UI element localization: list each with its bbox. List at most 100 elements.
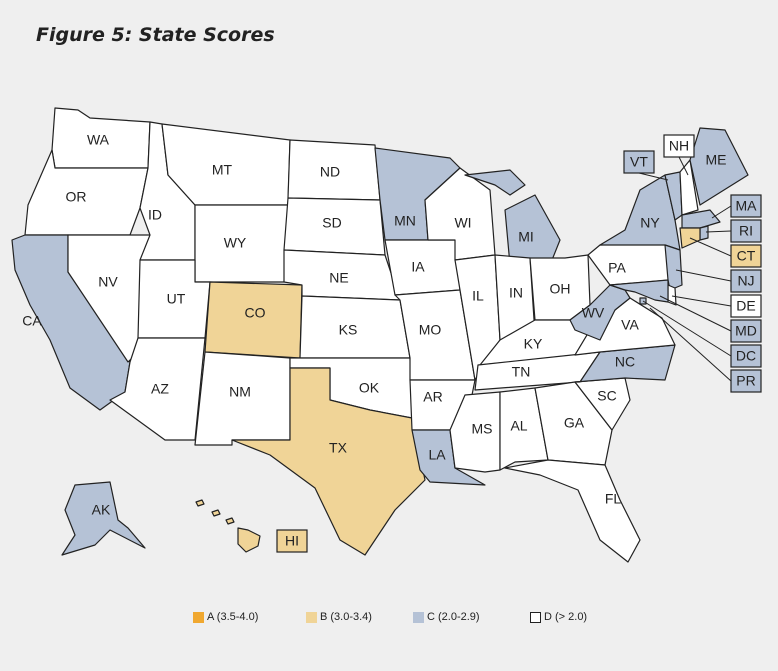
legend-label-c: C (2.0-2.9): [427, 611, 480, 623]
state-label-FL: FL: [605, 491, 622, 507]
state-MA[interactable]: [681, 209, 721, 229]
state-AL[interactable]: [499, 387, 549, 471]
state-FL[interactable]: [504, 459, 641, 563]
state-label-MS: MS: [472, 421, 493, 437]
state-label-PA: PA: [608, 260, 626, 276]
figure-title: Figure 5: State Scores: [36, 24, 275, 46]
callout-leader-MA: [711, 205, 732, 219]
state-label-WI: WI: [454, 215, 471, 231]
state-HI[interactable]: [195, 499, 261, 553]
callout-box-HI[interactable]: [276, 529, 308, 553]
callout-leader-RI: [705, 230, 732, 233]
state-NJ[interactable]: [664, 244, 683, 291]
state-label-ID: ID: [148, 207, 162, 223]
state-label-MO: MO: [419, 322, 442, 338]
callout-leader-NH: [678, 156, 689, 176]
us-state-map: WA OR CA NV ID MT WY UT AZ CO NM ND SD NE KS OK TX MN IA MO…: [11, 107, 762, 563]
state-ME[interactable]: [689, 127, 749, 206]
state-label-NV: NV: [98, 274, 118, 290]
callout-box-NJ[interactable]: [730, 269, 762, 293]
callout-label-NJ: NJ: [737, 273, 754, 289]
callout-leader-NJ: [675, 269, 732, 282]
callout-label-MA: MA: [736, 198, 758, 214]
legend-item-b: B (3.0-3.4): [306, 611, 372, 623]
state-label-IL: IL: [472, 288, 484, 304]
state-label-NE: NE: [329, 270, 348, 286]
legend-label-a: A (3.5-4.0): [207, 611, 259, 623]
callout-label-NH: NH: [669, 138, 689, 154]
callout-box-MA[interactable]: [730, 194, 762, 218]
callout-leader-DC: [642, 300, 732, 357]
state-label-WA: WA: [87, 132, 110, 148]
state-RI[interactable]: [699, 225, 709, 241]
state-label-WV: WV: [582, 305, 605, 321]
legend-swatch-b: [306, 611, 317, 623]
state-label-MI: MI: [518, 229, 534, 245]
callout-box-RI[interactable]: [730, 219, 762, 243]
legend-swatch-c: [413, 611, 424, 623]
state-AK[interactable]: [61, 481, 146, 556]
state-label-CO: CO: [245, 305, 266, 321]
legend-item-c: C (2.0-2.9): [413, 611, 480, 623]
state-label-KS: KS: [339, 322, 358, 338]
state-label-AZ: AZ: [151, 381, 169, 397]
callout-leader-CT: [689, 237, 732, 257]
callout-box-DE[interactable]: [730, 294, 762, 318]
state-label-AL: AL: [510, 418, 527, 434]
state-label-VA: VA: [621, 317, 639, 333]
state-label-OK: OK: [359, 380, 380, 396]
callout-box-DC[interactable]: [730, 344, 762, 368]
callout-label-AK: AK: [92, 502, 111, 518]
state-NH[interactable]: [679, 159, 699, 216]
callout-leader-VT: [638, 172, 669, 181]
callout-box-PR[interactable]: [730, 369, 762, 393]
callout-box-NH[interactable]: [663, 134, 695, 158]
state-label-KY: KY: [524, 336, 543, 352]
callout-leader-DE: [671, 295, 732, 307]
state-label-LA: LA: [428, 447, 446, 463]
callout-label-RI: RI: [739, 223, 753, 239]
callout-box-VT[interactable]: [623, 150, 655, 174]
state-label-CA: CA: [22, 313, 42, 329]
state-OR[interactable]: [24, 149, 149, 236]
callout-label-DC: DC: [736, 348, 756, 364]
state-label-GA: GA: [564, 415, 585, 431]
state-MD[interactable]: [609, 279, 669, 303]
state-label-TX: TX: [329, 440, 348, 456]
callout-label-HI: HI: [285, 533, 299, 549]
callout-box-MD[interactable]: [730, 319, 762, 343]
state-GA[interactable]: [534, 381, 613, 466]
state-label-MT: MT: [212, 162, 233, 178]
state-label-NM: NM: [229, 384, 251, 400]
state-label-SD: SD: [322, 215, 341, 231]
callout-label-VT: VT: [630, 154, 648, 170]
state-label-OH: OH: [550, 281, 571, 297]
callout-label-PR: PR: [736, 373, 755, 389]
state-label-MN: MN: [394, 213, 416, 229]
callout-leader-PR: [649, 307, 732, 382]
state-label-AR: AR: [423, 389, 442, 405]
state-PA[interactable]: [587, 241, 671, 286]
state-label-IA: IA: [411, 259, 425, 275]
callout-leader-MD: [659, 295, 732, 332]
legend-item-a: A (3.5-4.0): [193, 611, 258, 623]
callout-box-CT[interactable]: [730, 244, 762, 268]
state-label-ME: ME: [706, 152, 727, 168]
state-AZ[interactable]: [109, 337, 206, 441]
state-label-WY: WY: [224, 235, 247, 251]
state-label-SC: SC: [597, 388, 616, 404]
state-label-TN: TN: [512, 364, 531, 380]
state-label-ND: ND: [320, 164, 340, 180]
callout-label-MD: MD: [735, 323, 757, 339]
legend: A (3.5-4.0) B (3.0-3.4) C (2.0-2.9) D (>…: [0, 611, 778, 631]
state-label-NY: NY: [640, 215, 660, 231]
callout-label-CT: CT: [737, 248, 756, 264]
legend-swatch-a: [193, 611, 204, 623]
state-TX[interactable]: [231, 367, 426, 556]
callout-label-DE: DE: [736, 298, 755, 314]
legend-swatch-d: [530, 611, 541, 623]
legend-label-b: B (3.0-3.4): [320, 611, 372, 623]
state-label-NC: NC: [615, 354, 635, 370]
legend-label-d: D (> 2.0): [544, 611, 588, 623]
state-label-IN: IN: [509, 285, 523, 301]
